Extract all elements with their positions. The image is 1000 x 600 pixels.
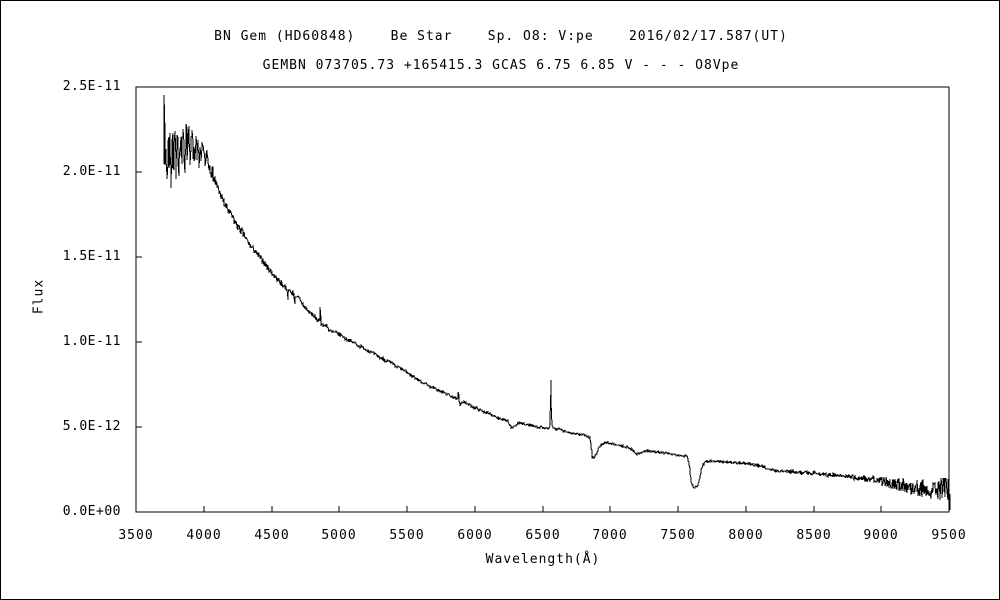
x-tick-label: 9000: [863, 528, 899, 543]
y-tick-label: 1.5E-11: [62, 249, 121, 264]
x-tick-label: 5000: [321, 528, 357, 543]
axis-ticks: [135, 171, 950, 512]
y-tick-label: 5.0E-12: [62, 419, 121, 434]
x-tick-label: 3500: [118, 528, 154, 543]
y-tick-label: 2.5E-11: [62, 79, 121, 94]
y-tick-label: 0.0E+00: [62, 504, 121, 519]
x-tick-label: 4500: [254, 528, 290, 543]
x-tick-label: 6500: [525, 528, 561, 543]
x-axis-label: Wavelength(Å): [485, 552, 601, 567]
x-tick-label: 9500: [931, 528, 967, 543]
y-tick-label: 2.0E-11: [62, 164, 121, 179]
plot-title-line2: GEMBN 073705.73 +165415.3 GCAS 6.75 6.85…: [262, 58, 740, 73]
plot-title-line1: BN Gem (HD60848) Be Star Sp. O8: V:pe 20…: [214, 29, 788, 44]
y-tick-label: 1.0E-11: [62, 334, 121, 349]
x-tick-label: 7000: [592, 528, 628, 543]
plot-frame: [135, 86, 950, 513]
x-tick-label: 6000: [457, 528, 493, 543]
x-tick-label: 4000: [186, 528, 222, 543]
spectrum-curve: [163, 94, 951, 511]
x-tick-label: 5500: [389, 528, 425, 543]
x-tick-label: 8000: [728, 528, 764, 543]
x-tick-label: 7500: [660, 528, 696, 543]
x-tick-label: 8500: [796, 528, 832, 543]
